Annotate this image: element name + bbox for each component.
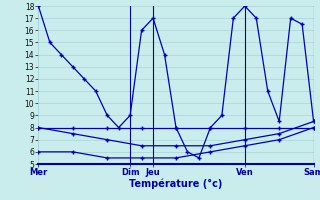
X-axis label: Température (°c): Température (°c) (129, 179, 223, 189)
